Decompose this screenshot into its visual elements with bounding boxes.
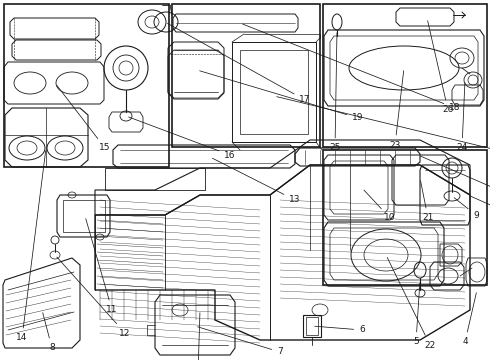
Text: 8: 8 — [43, 313, 55, 352]
Text: 20: 20 — [277, 96, 490, 165]
Text: 1: 1 — [192, 313, 200, 360]
Bar — [63, 200, 105, 232]
Text: 26: 26 — [428, 21, 454, 114]
Bar — [172, 4, 320, 147]
Bar — [323, 150, 487, 285]
Text: 14: 14 — [16, 151, 46, 342]
Text: 5: 5 — [413, 283, 420, 346]
Text: 3: 3 — [470, 196, 490, 230]
Text: 11: 11 — [86, 219, 118, 315]
Bar — [306, 317, 318, 335]
Text: 10: 10 — [364, 190, 396, 222]
Text: 16: 16 — [128, 117, 236, 159]
Bar — [105, 168, 205, 190]
Text: 6: 6 — [315, 325, 365, 334]
Text: 23: 23 — [390, 71, 404, 149]
Text: 15: 15 — [57, 85, 111, 153]
Text: 2: 2 — [420, 156, 490, 199]
Bar — [4, 4, 169, 167]
Text: 9: 9 — [454, 198, 479, 220]
Text: 18: 18 — [243, 24, 461, 112]
Text: 25: 25 — [329, 33, 341, 153]
Text: 4: 4 — [462, 293, 476, 346]
Bar — [303, 315, 321, 337]
Text: 21: 21 — [420, 181, 434, 222]
Text: 7: 7 — [197, 327, 283, 356]
Text: 17: 17 — [168, 23, 311, 104]
Bar — [323, 4, 487, 147]
Text: 12: 12 — [57, 257, 131, 338]
Text: 22: 22 — [387, 257, 436, 350]
Text: 19: 19 — [199, 71, 364, 122]
Text: 24: 24 — [456, 83, 467, 153]
Text: 13: 13 — [213, 158, 301, 204]
